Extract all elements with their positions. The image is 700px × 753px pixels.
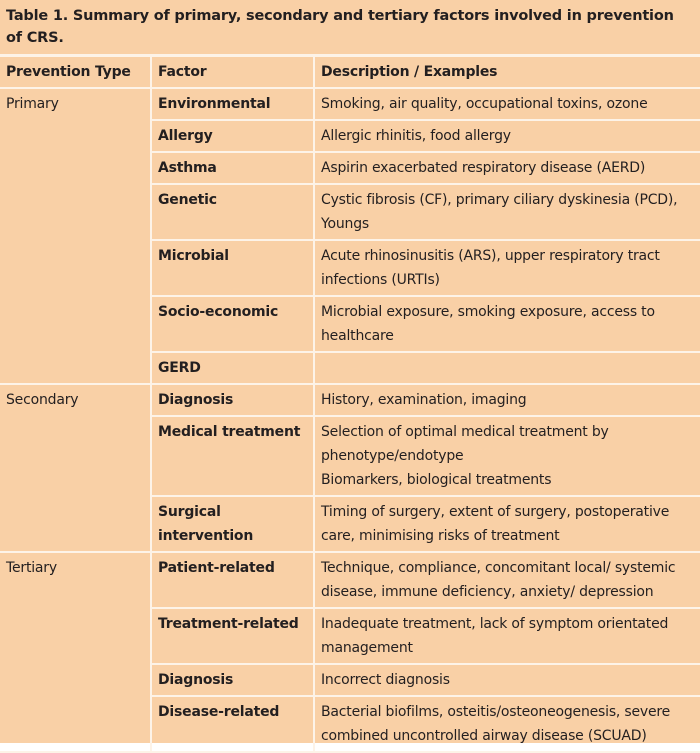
table-row: Secondary Diagnosis History, examination, …: [0, 383, 700, 553]
table-row: Diagnosis Incorrect diagnosis: [0, 663, 700, 697]
factor-cell: Diagnosis: [151, 663, 315, 697]
factor-cell: Socio-economic: [151, 295, 315, 353]
description-line: Allergic rhinitis, food allergy: [321, 128, 511, 144]
description-cell: Microbial exposure, smoking exposure, ac…: [313, 295, 700, 353]
description-line: Timing of surgery, extent of surgery, po…: [321, 504, 670, 544]
description-line: Selection of optimal medical treatment b…: [321, 424, 609, 464]
description-line: History, examination, imaging: [321, 392, 527, 408]
factor-cell: GERD: [151, 351, 315, 385]
factor-cell: Patient-related: [150, 551, 315, 609]
factor-cell: Genetic: [151, 183, 315, 241]
factor-cell: Allergy: [151, 119, 315, 153]
factor-cell: Disease-related: [151, 695, 315, 753]
factor-cell: Treatment-related: [151, 607, 315, 665]
prevention-factors-table: Prevention Type Factor Description / Exa…: [0, 54, 700, 753]
table-title: Table 1. Summary of primary, secondary a…: [6, 8, 674, 46]
table-row: Socio-economic Microbial exposure, smokin…: [0, 295, 700, 353]
table-row: GERD: [0, 351, 700, 385]
table-row: Asthma Aspirin exacerbated respiratory di…: [0, 151, 700, 185]
table-row: Medical treatment Selection of optimal me…: [0, 415, 700, 497]
factor-cell: Environmental: [150, 87, 315, 121]
prevention-type-cell: Tertiary: [0, 551, 152, 753]
description-line: Microbial exposure, smoking exposure, ac…: [321, 304, 655, 344]
table-row: Surgical intervention Timing of surgery, …: [0, 495, 700, 553]
description-line: Biomarkers, biological treatments: [321, 472, 552, 488]
factor-cell: Asthma: [151, 151, 315, 185]
prevention-type-cell: Primary: [0, 87, 152, 385]
description-cell: Technique, compliance, concomitant local…: [313, 551, 700, 609]
table-row: Primary Environmental Smoking, air quality…: [0, 87, 700, 385]
table-row: Tertiary Patient-related Technique, compli…: [0, 551, 700, 753]
description-cell: Smoking, air quality, occupational toxin…: [313, 87, 700, 121]
description-line: Smoking, air quality, occupational toxin…: [321, 96, 648, 112]
header-row: Prevention Type Factor Description / Exa…: [0, 54, 700, 89]
factor-cell: Medical treatment: [151, 415, 315, 497]
factor-cell: Microbial: [151, 239, 315, 297]
description-cell: Cystic fibrosis (CF), primary ciliary dy…: [313, 183, 700, 241]
factor-cell: Diagnosis: [150, 383, 315, 417]
description-line: Incorrect diagnosis: [321, 672, 450, 688]
table-row: Microbial Acute rhinosinusitis (ARS), upp…: [0, 239, 700, 297]
table-row: Treatment-related Inadequate treatment, l…: [0, 607, 700, 665]
factor-cell: Surgical intervention: [151, 495, 315, 553]
description-cell: Acute rhinosinusitis (ARS), upper respir…: [313, 239, 700, 297]
description-line: Aspirin exacerbated respiratory disease …: [321, 160, 646, 176]
table-row: Allergy Allergic rhinitis, food allergy: [0, 119, 700, 153]
description-line: Cystic fibrosis (CF), primary ciliary dy…: [321, 192, 678, 232]
header-factor: Factor: [150, 54, 315, 89]
description-cell: Aspirin exacerbated respiratory disease …: [313, 151, 700, 185]
description-cell: Timing of surgery, extent of surgery, po…: [313, 495, 700, 553]
header-description: Description / Examples: [313, 54, 700, 89]
table-row: Genetic Cystic fibrosis (CF), primary cil…: [0, 183, 700, 241]
description-cell: Incorrect diagnosis: [313, 663, 700, 697]
header-prevention-type: Prevention Type: [0, 54, 152, 89]
description-line: Technique, compliance, concomitant local…: [321, 560, 676, 600]
description-cell: Bacterial biofilms, osteitis/osteoneogen…: [313, 695, 700, 753]
description-cell: Inadequate treatment, lack of symptom or…: [313, 607, 700, 665]
description-cell: [313, 351, 700, 385]
description-line: Inadequate treatment, lack of symptom or…: [321, 616, 669, 656]
description-line: Acute rhinosinusitis (ARS), upper respir…: [321, 248, 660, 288]
description-line: Bacterial biofilms, osteitis/osteoneogen…: [321, 704, 671, 744]
description-cell: History, examination, imaging: [313, 383, 700, 417]
table-body: Primary Environmental Smoking, air quality…: [0, 87, 700, 753]
description-cell: Allergic rhinitis, food allergy: [313, 119, 700, 153]
description-cell: Selection of optimal medical treatment b…: [313, 415, 700, 497]
prevention-type-cell: Secondary: [0, 383, 152, 553]
